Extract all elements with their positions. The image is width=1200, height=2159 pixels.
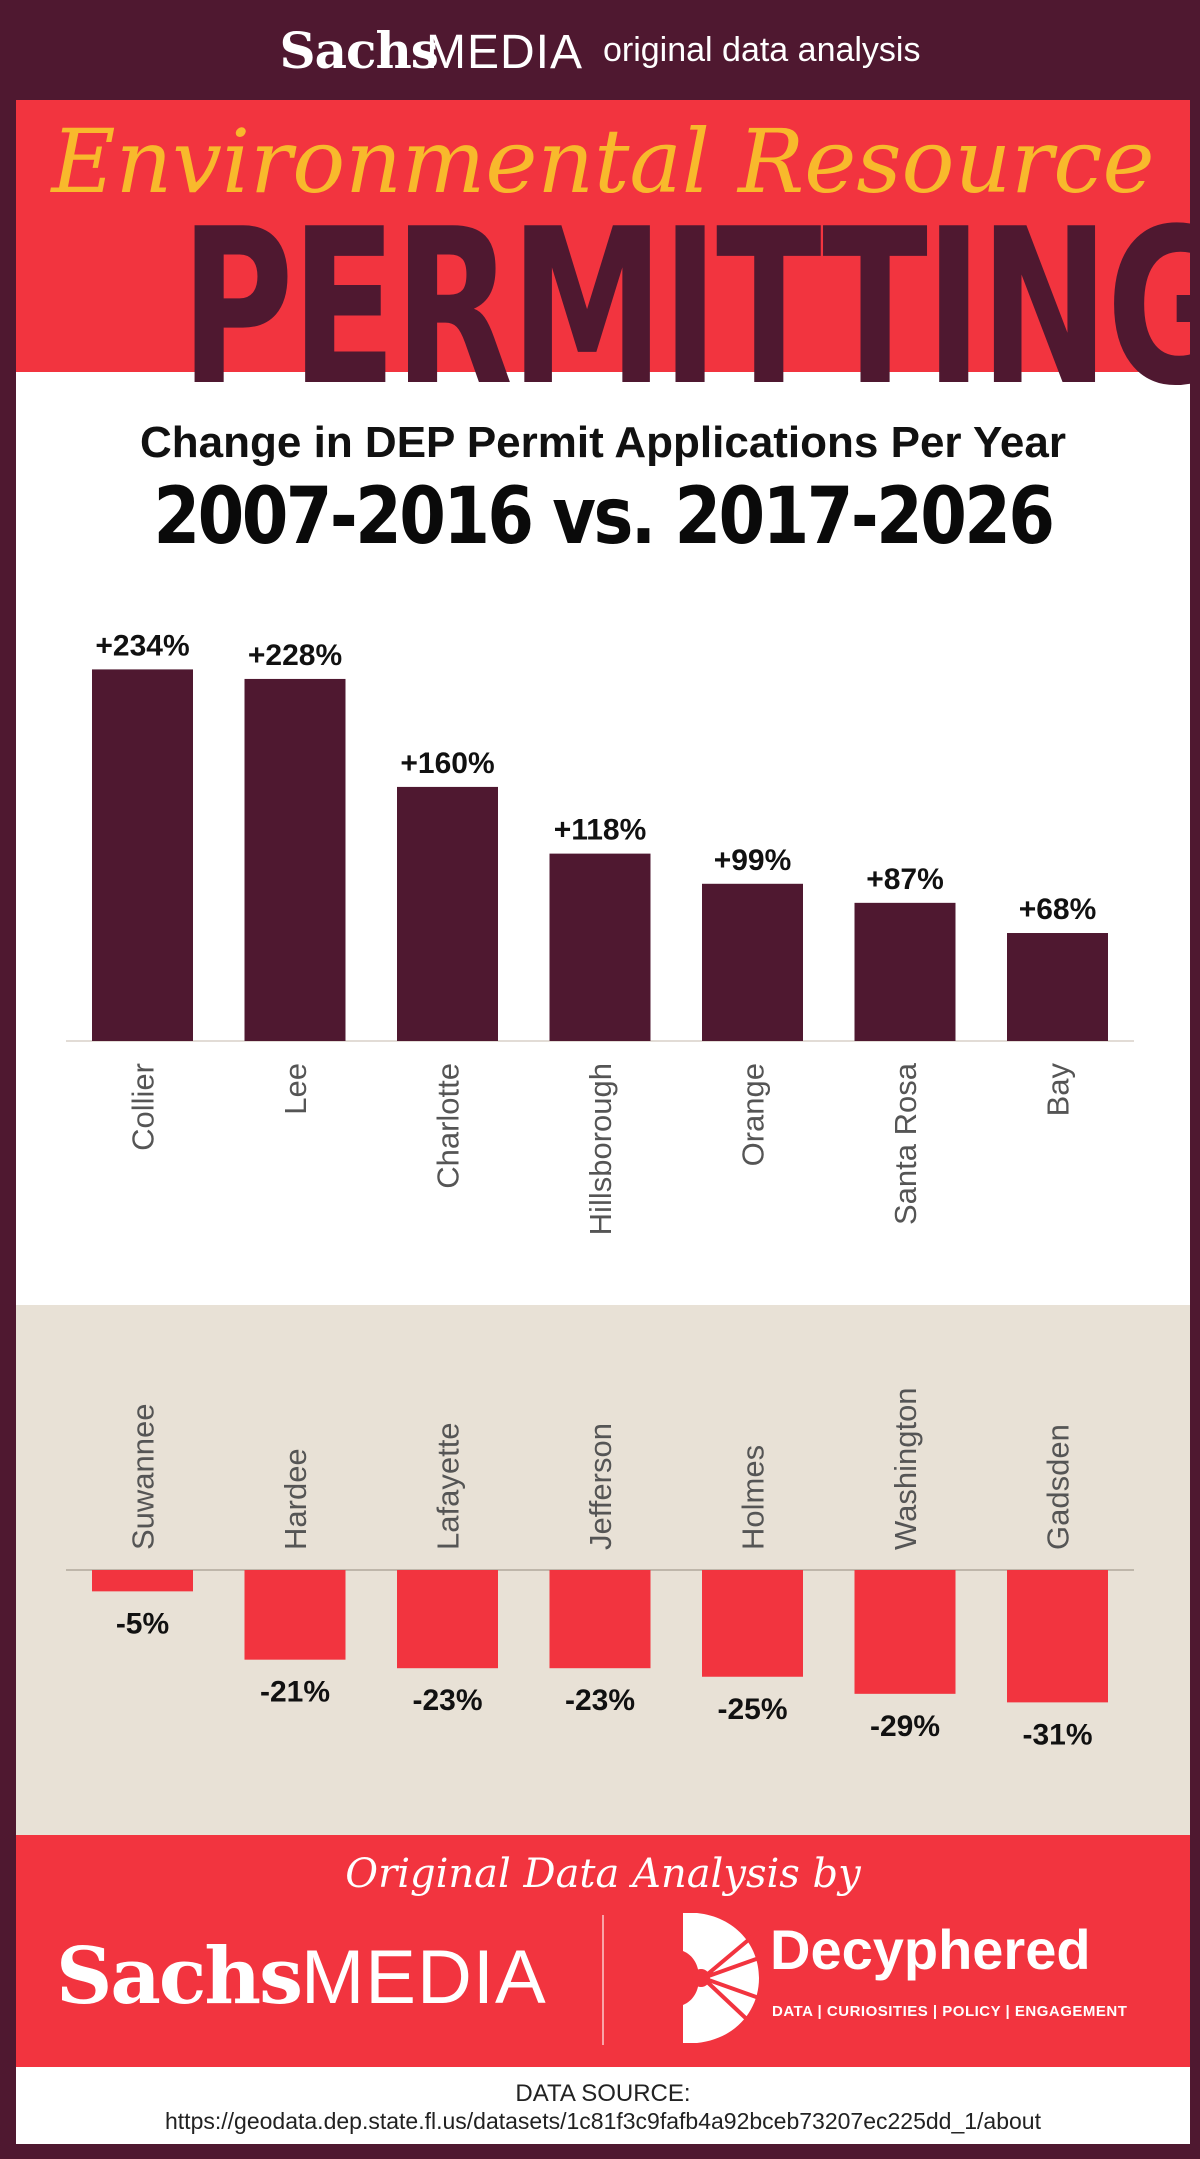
data-source-url[interactable]: https://geodata.dep.state.fl.us/datasets… (165, 2108, 1041, 2134)
bar-chart: +234% Collier +228% Lee +160% Charlotte +118% H… (66, 629, 1134, 1751)
bar-holmes (702, 1570, 803, 1677)
data-label: -25% (717, 1693, 787, 1726)
bar-hillsborough (549, 853, 651, 1041)
partner-name: Decyphered (770, 1918, 1091, 1981)
bar-suwannee (92, 1570, 193, 1592)
data-source-label: DATA SOURCE: (515, 2080, 691, 2107)
data-label: +118% (554, 814, 647, 847)
category-label: Lee (278, 1063, 313, 1115)
data-label: +228% (248, 639, 342, 672)
bar-gadsden (1007, 1570, 1108, 1703)
category-label: Lafayette (431, 1422, 466, 1550)
category-label: Washington (888, 1387, 923, 1550)
bar-collier (92, 669, 193, 1041)
category-label: Gadsden (1041, 1424, 1076, 1550)
footer-sachs-logo: Sachs MEDIA (56, 1931, 547, 2022)
data-label: -29% (870, 1710, 940, 1743)
data-label: -23% (412, 1684, 482, 1717)
category-label: Charlotte (431, 1063, 466, 1189)
bar-santa-rosa (854, 902, 956, 1041)
hero-title: PERMITTING (180, 182, 1190, 433)
data-label: -31% (1022, 1718, 1092, 1751)
chart-subtitle: Change in DEP Permit Applications Per Ye… (140, 418, 1066, 467)
data-label: +87% (866, 863, 944, 896)
footer-credit: Original Data Analysis by (345, 1851, 861, 1897)
footer-sachs-light: MEDIA (301, 1935, 547, 2020)
category-label: Santa Rosa (888, 1062, 923, 1225)
hero-banner: Environmental Resource PERMITTING (16, 100, 1190, 415)
bar-jefferson (549, 1570, 651, 1669)
data-label: +68% (1019, 893, 1097, 926)
data-label: -5% (116, 1607, 169, 1640)
category-label: Hardee (278, 1448, 313, 1550)
brand-light: MEDIA (425, 25, 583, 79)
category-label: Bay (1041, 1063, 1076, 1117)
category-label: Orange (736, 1063, 771, 1166)
bar-hardee (244, 1570, 346, 1660)
top-banner: SachsMEDIA original data analysis (0, 0, 1200, 100)
category-label: Hillsborough (583, 1063, 618, 1235)
bar-lee (244, 678, 346, 1041)
footer-sachs-bold: Sachs (56, 1931, 303, 2022)
data-label: -23% (565, 1684, 635, 1717)
infographic-panel: Environmental Resource PERMITTING Change… (16, 100, 1190, 2144)
brand-logo: SachsMEDIA (280, 21, 583, 80)
bar-orange (702, 883, 803, 1041)
decyphered-logo-icon (683, 1913, 759, 2043)
bar-bay (1007, 933, 1108, 1041)
category-label: Suwannee (126, 1403, 161, 1550)
brand-bold: Sachs (279, 20, 439, 80)
bar-charlotte (397, 786, 498, 1041)
data-label: +234% (95, 629, 189, 662)
footer-banner: Original Data Analysis by Sachs MEDIA Dec… (16, 1835, 1190, 2067)
bar-washington (854, 1570, 956, 1694)
category-label: Holmes (736, 1445, 771, 1550)
category-label: Jefferson (583, 1423, 618, 1550)
data-label: -21% (260, 1676, 330, 1709)
partner-tagline: DATA | CURIOSITIES | POLICY | ENGAGEMENT (772, 2003, 1128, 2020)
data-label: +160% (400, 747, 494, 780)
category-label: Collier (126, 1063, 161, 1151)
brand-tagline: original data analysis (602, 30, 921, 69)
chart-headline: 2007-2016 vs. 2017-2026 (153, 472, 1056, 562)
bar-lafayette (397, 1570, 498, 1669)
hero-overline: Environmental Resource (51, 110, 1155, 213)
data-label: +99% (714, 844, 792, 877)
footer-divider (602, 1915, 604, 2045)
